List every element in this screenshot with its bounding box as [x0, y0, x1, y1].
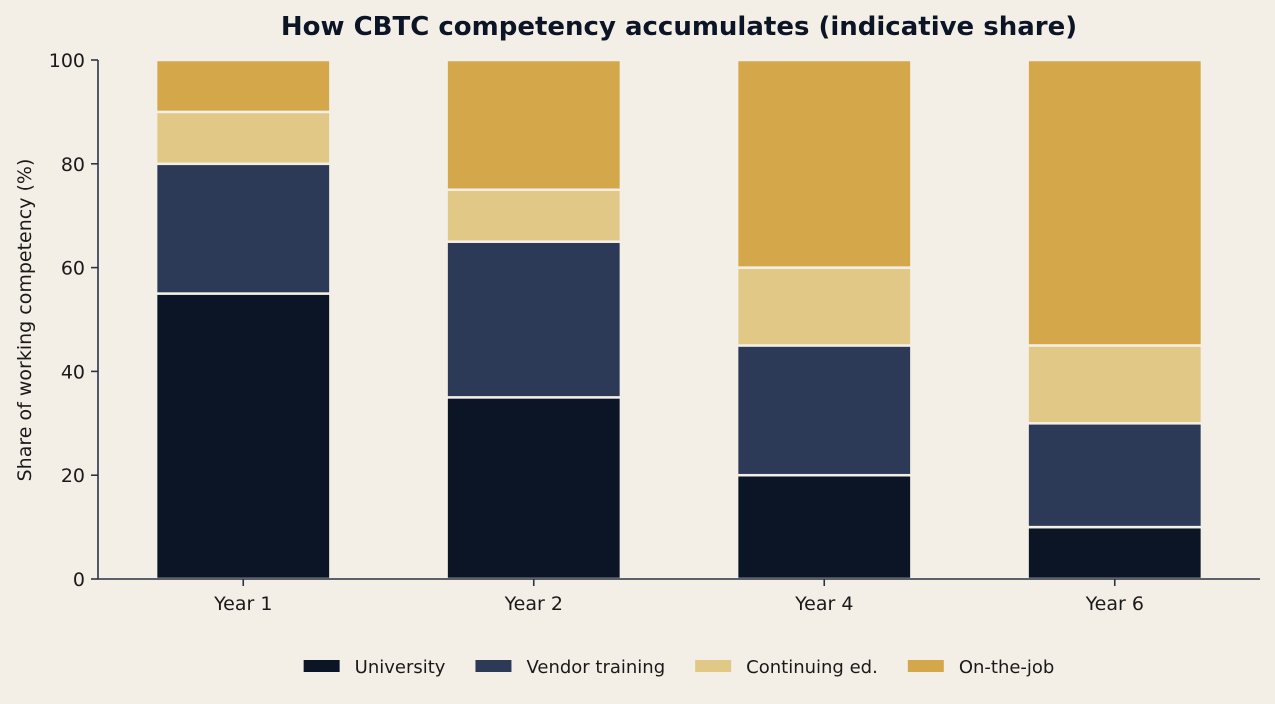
- legend-label: On-the-job: [959, 657, 1055, 678]
- y-tick-label: 0: [73, 569, 85, 591]
- legend-label: University: [355, 657, 446, 678]
- legend-item: University: [303, 657, 446, 678]
- bar-segment-vendor-training-year-4: [735, 344, 913, 477]
- bar-segment-on-the-job-year-1: [154, 58, 332, 114]
- bar-segment-university-year-1: [154, 292, 332, 581]
- bar-segment-vendor-training-year-1: [154, 162, 332, 295]
- bar-segment-on-the-job-year-2: [445, 58, 623, 191]
- bar-segment-continuing-ed-year-6: [1026, 344, 1204, 425]
- bar-segment-on-the-job-year-6: [1026, 58, 1204, 347]
- bar-segment-university-year-6: [1026, 525, 1204, 581]
- bar-segment-university-year-2: [445, 396, 623, 581]
- legend-label: Continuing ed.: [746, 657, 878, 678]
- bars-layer: [154, 58, 1204, 581]
- x-tick-label: Year 2: [504, 593, 563, 615]
- bar-segment-vendor-training-year-2: [445, 240, 623, 399]
- bar-segment-continuing-ed-year-1: [154, 110, 332, 166]
- legend-item: Continuing ed.: [695, 657, 878, 678]
- axes-layer: 0 20 40 60 80 100 Year 1 Year 2 Year 4 Year 6: [49, 50, 1260, 615]
- legend: University Vendor training Continuing ed. O…: [303, 657, 1055, 678]
- y-tick-label: 100: [49, 50, 85, 72]
- bar-segment-continuing-ed-year-2: [445, 188, 623, 243]
- bar-segment-university-year-4: [735, 473, 913, 581]
- x-tick-label: Year 6: [1085, 593, 1144, 615]
- y-tick-label: 60: [61, 258, 85, 280]
- bar-segment-vendor-training-year-6: [1026, 422, 1204, 529]
- x-tick-label: Year 4: [794, 593, 853, 615]
- bar-segment-continuing-ed-year-4: [735, 266, 913, 347]
- y-axis-label: Share of working competency (%): [14, 159, 36, 482]
- legend-swatch: [695, 660, 732, 672]
- chart-title: How CBTC competency accumulates (indicat…: [281, 12, 1077, 42]
- y-tick-label: 20: [61, 465, 85, 487]
- y-tick-label: 80: [61, 154, 85, 176]
- legend-swatch: [303, 660, 340, 672]
- x-tick-label: Year 1: [213, 593, 272, 615]
- legend-swatch: [475, 660, 512, 672]
- legend-label: Vendor training: [526, 657, 665, 678]
- legend-swatch: [907, 660, 944, 672]
- bar-segment-on-the-job-year-4: [735, 58, 913, 269]
- y-tick-label: 40: [61, 361, 85, 383]
- legend-item: Vendor training: [475, 657, 665, 678]
- legend-item: On-the-job: [907, 657, 1055, 678]
